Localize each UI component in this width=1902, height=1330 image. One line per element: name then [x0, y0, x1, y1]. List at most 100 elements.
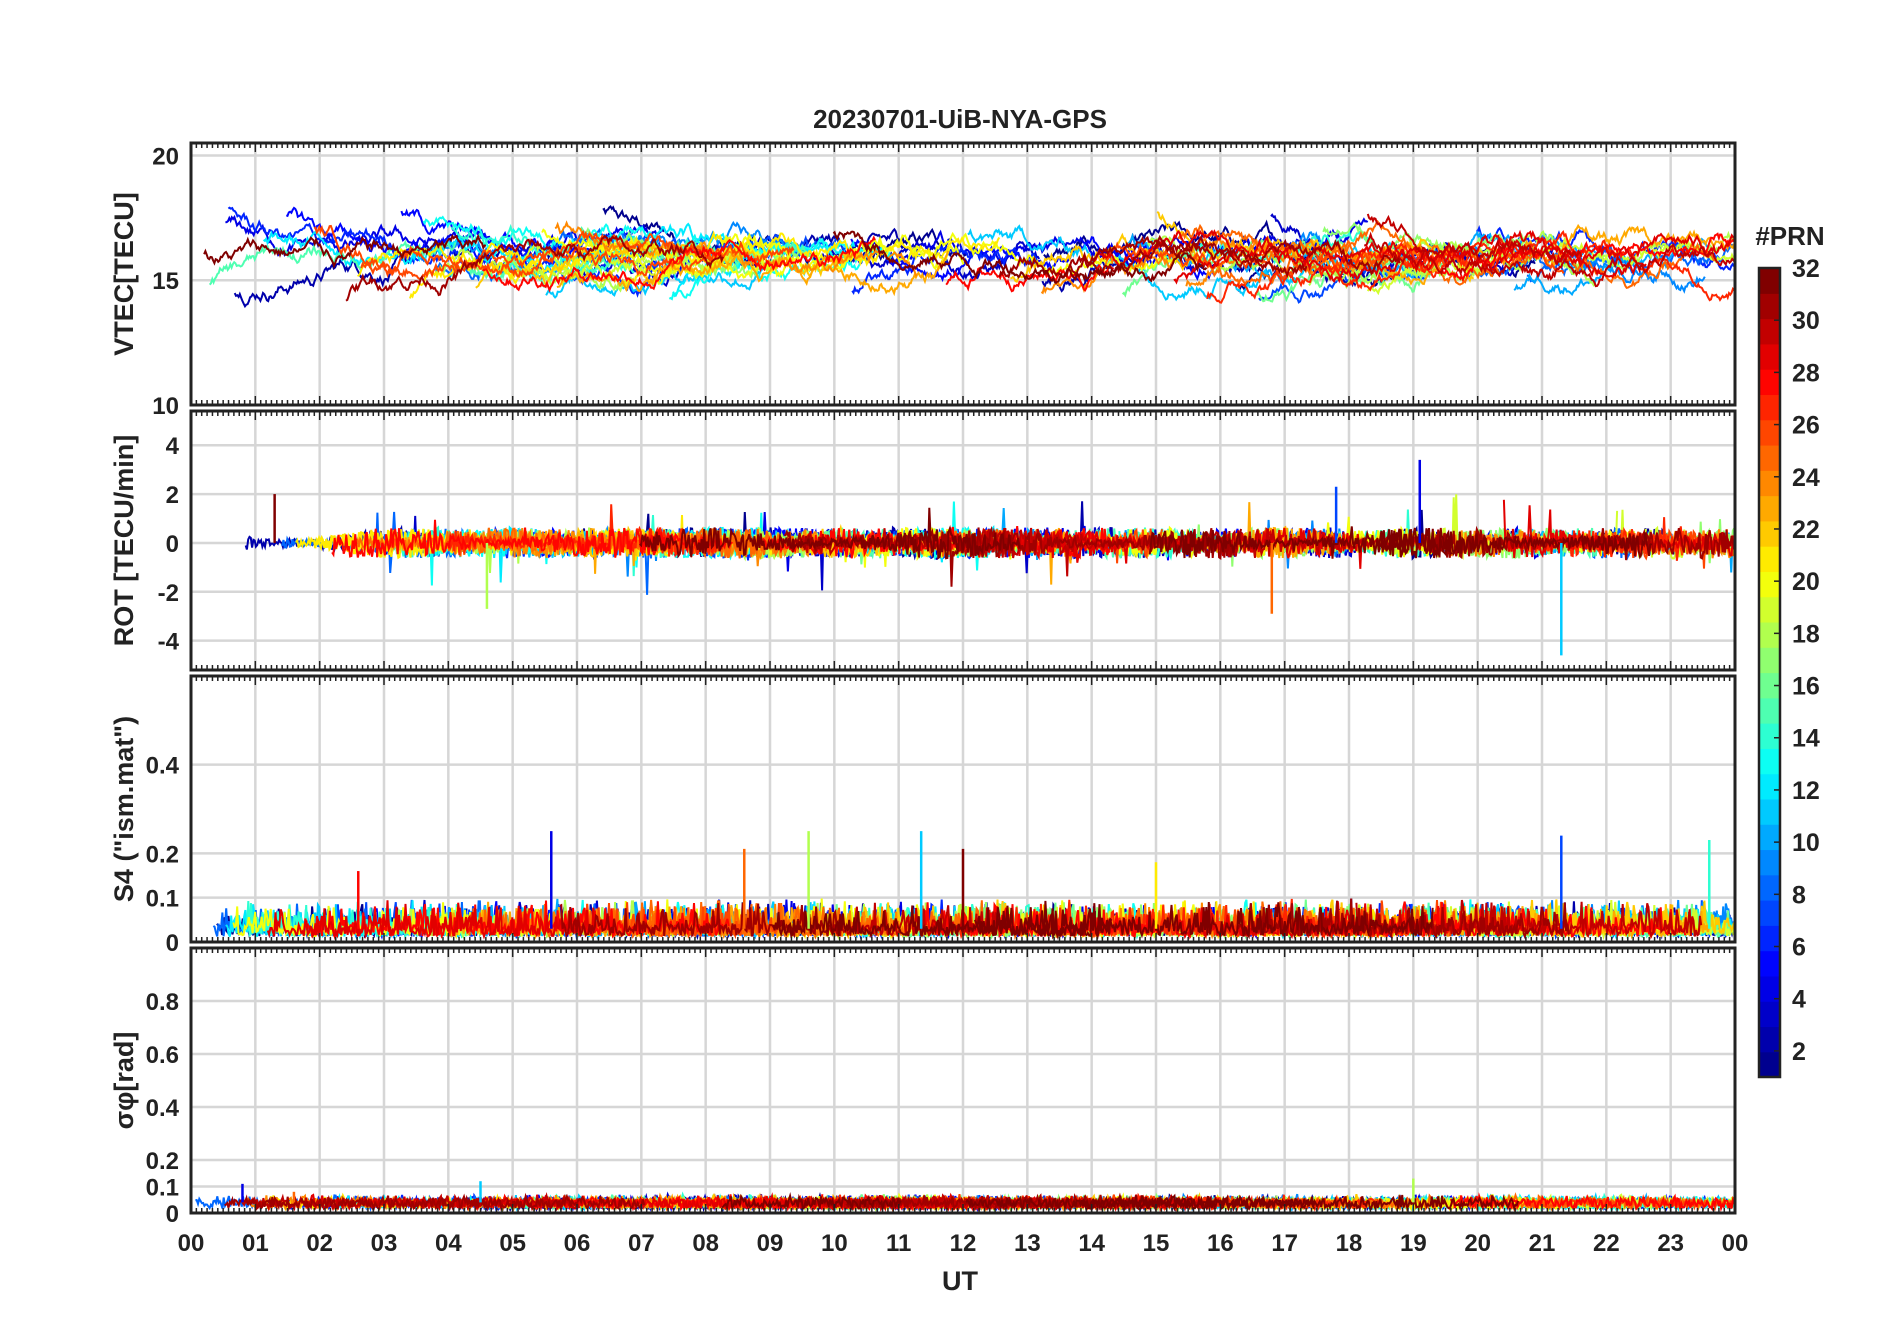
- colorbar-band: [1759, 546, 1780, 572]
- plot-frame: [189, 141, 1737, 407]
- x-tick-label: 04: [435, 1230, 462, 1257]
- prn-series-line: [313, 224, 717, 278]
- colorbar-tick-label: 20: [1792, 568, 1820, 596]
- x-tick-label: 18: [1336, 1230, 1363, 1257]
- x-tick-label: 12: [950, 1230, 977, 1257]
- colorbar-tick-label: 24: [1792, 464, 1820, 492]
- colorbar-band: [1759, 369, 1780, 396]
- colorbar-band: [1759, 571, 1780, 598]
- panel-vtec: 10 15 20 VTEC[TECU]: [109, 141, 1737, 420]
- prn-series-line: [772, 905, 1113, 940]
- colorbar-band: [1759, 621, 1780, 648]
- y-tick-label: 2: [166, 482, 179, 509]
- colorbar-tick-label: 12: [1792, 777, 1820, 805]
- colorbar-band: [1759, 950, 1780, 977]
- colorbar-band: [1759, 293, 1780, 320]
- y-tick-label: 15: [152, 268, 179, 295]
- x-tick-label: 16: [1207, 1230, 1234, 1257]
- x-tick-label: 11: [886, 1230, 911, 1257]
- x-tick-label: 08: [692, 1230, 719, 1257]
- colorbar-tick-label: 30: [1792, 307, 1820, 335]
- prn-series-line: [1326, 230, 1735, 302]
- colorbar-band: [1759, 723, 1780, 749]
- colorbar-band: [1759, 672, 1780, 699]
- x-tick-label: 20: [1464, 1230, 1491, 1257]
- x-tick-label: 03: [371, 1230, 398, 1257]
- plot-frame: [189, 946, 1737, 1215]
- colorbar-band: [1759, 268, 1780, 294]
- prn-series-line: [1068, 234, 1308, 279]
- colorbar-band: [1759, 520, 1780, 547]
- colorbar-band: [1759, 1001, 1780, 1028]
- prn-series-line: [559, 902, 839, 939]
- colorbar-band: [1759, 1026, 1780, 1053]
- y-axis-label: S4 ("ism.mat"): [109, 716, 139, 902]
- x-tick-label: 10: [821, 1230, 848, 1257]
- chart-title: 20230701-UiB-NYA-GPS: [813, 104, 1107, 134]
- colorbar-band: [1759, 849, 1780, 876]
- prn-series-line: [224, 1192, 646, 1213]
- colorbar-band: [1759, 925, 1780, 952]
- colorbar-tick-label: 28: [1792, 359, 1820, 387]
- y-tick-label: 10: [152, 393, 179, 420]
- x-tick-label: 00: [1722, 1230, 1749, 1257]
- colorbar-band: [1759, 773, 1780, 800]
- y-tick-label: 0.1: [146, 1175, 179, 1202]
- x-tick-label: 00: [178, 1230, 205, 1257]
- colorbar-tick-label: 8: [1792, 881, 1806, 909]
- colorbar-band: [1759, 444, 1780, 471]
- prn-series-line: [1148, 526, 1453, 559]
- colorbar-title: #PRN: [1755, 221, 1824, 251]
- prn-series-line: [345, 234, 724, 302]
- colorbar-band: [1759, 798, 1780, 825]
- series-group: [244, 459, 1735, 656]
- series-group: [212, 831, 1735, 941]
- x-tick-label: 01: [242, 1230, 269, 1257]
- colorbar-band: [1759, 824, 1780, 851]
- prn-series-line: [1173, 229, 1647, 285]
- x-tick-label: 23: [1657, 1230, 1684, 1257]
- plot-frame: [189, 409, 1737, 672]
- colorbar-frame: [1757, 266, 1782, 1079]
- y-tick-label: -2: [158, 580, 179, 607]
- y-tick-label: 0.8: [146, 989, 179, 1016]
- y-tick-label: 4: [166, 433, 180, 460]
- colorbar-tick-label: 22: [1792, 516, 1820, 544]
- colorbar-band: [1759, 495, 1780, 522]
- x-tick-label: 13: [1014, 1230, 1041, 1257]
- prn-series-line: [446, 504, 723, 558]
- y-tick-label: 0: [166, 1201, 179, 1228]
- colorbar-band: [1759, 596, 1780, 623]
- prn-series-line: [227, 206, 683, 298]
- colorbar-band: [1759, 318, 1780, 345]
- prn-series-line: [1441, 232, 1735, 283]
- y-tick-label: 0: [166, 531, 179, 558]
- colorbar-tick-label: 32: [1792, 255, 1820, 283]
- y-tick-label: -4: [158, 629, 180, 656]
- x-tick-label: 19: [1400, 1230, 1427, 1257]
- x-tick-label: 22: [1593, 1230, 1620, 1257]
- y-tick-label: 0.6: [146, 1042, 179, 1069]
- prn-series-line: [556, 250, 950, 297]
- x-tick-label: 06: [564, 1230, 591, 1257]
- y-axis-label: σφ[rad]: [109, 1032, 139, 1130]
- colorbar-band: [1759, 900, 1780, 926]
- series-group: [195, 1178, 1735, 1213]
- prn-series-line: [1366, 213, 1583, 266]
- y-tick-label: 0.4: [146, 1095, 180, 1122]
- x-tick-label: 09: [757, 1230, 784, 1257]
- prn-series-line: [1146, 235, 1596, 287]
- colorbar-band: [1759, 343, 1780, 370]
- panel-sigma_phi: 00.10.2 0.4 0.6 0.8 σφ[rad]: [109, 946, 1737, 1228]
- y-axis-label: VTEC[TECU]: [109, 192, 139, 356]
- x-axis-label: UT: [942, 1266, 978, 1296]
- prn-series-line: [639, 507, 1021, 560]
- colorbar-band: [1759, 874, 1780, 901]
- y-tick-label: 20: [152, 143, 179, 170]
- y-tick-label: 0.4: [146, 753, 180, 780]
- series-group: [203, 204, 1735, 309]
- prn-series-line: [851, 244, 1039, 296]
